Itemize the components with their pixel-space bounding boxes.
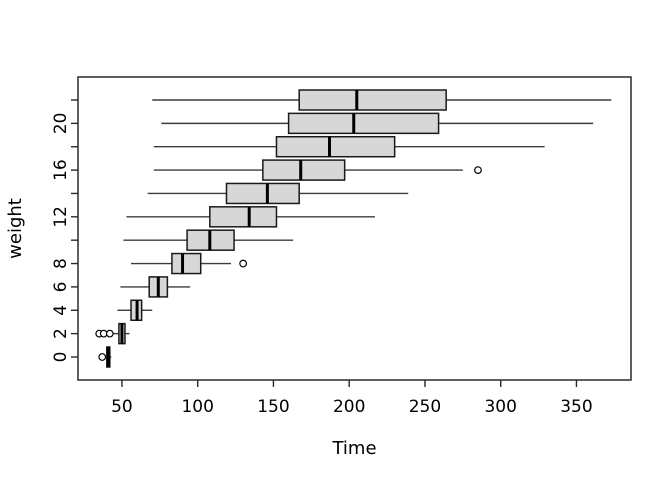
box-iqr (287, 112, 440, 135)
x-tick-label: 150 (257, 397, 289, 417)
y-tick-label: 12 (51, 206, 71, 228)
x-tick-label: 250 (409, 397, 441, 417)
x-tick-label: 100 (181, 397, 213, 417)
box-iqr (209, 206, 278, 228)
box-iqr (171, 252, 202, 275)
y-axis-title: weight (5, 198, 26, 259)
outlier-point (98, 353, 107, 361)
y-tick-label: 8 (51, 258, 71, 269)
y-tick-label: 20 (51, 113, 71, 135)
x-tick-label: 50 (111, 397, 133, 417)
outlier-point (474, 166, 482, 174)
box-iqr (262, 159, 346, 181)
outlier-point (105, 329, 114, 338)
outlier-point (239, 259, 248, 268)
y-tick-label: 4 (51, 305, 71, 316)
x-tick-label: 300 (484, 397, 516, 417)
y-tick-label: 0 (51, 352, 71, 363)
box-iqr (225, 182, 300, 205)
x-tick-label: 200 (333, 397, 365, 417)
y-tick-label: 6 (51, 281, 71, 292)
box-iqr (275, 135, 396, 158)
y-tick-label: 2 (51, 328, 71, 339)
x-axis-title: Time (331, 438, 376, 459)
box-iqr (298, 89, 447, 111)
y-tick-label: 16 (51, 159, 71, 181)
x-tick-label: 350 (560, 397, 592, 417)
plot-border (77, 76, 632, 381)
